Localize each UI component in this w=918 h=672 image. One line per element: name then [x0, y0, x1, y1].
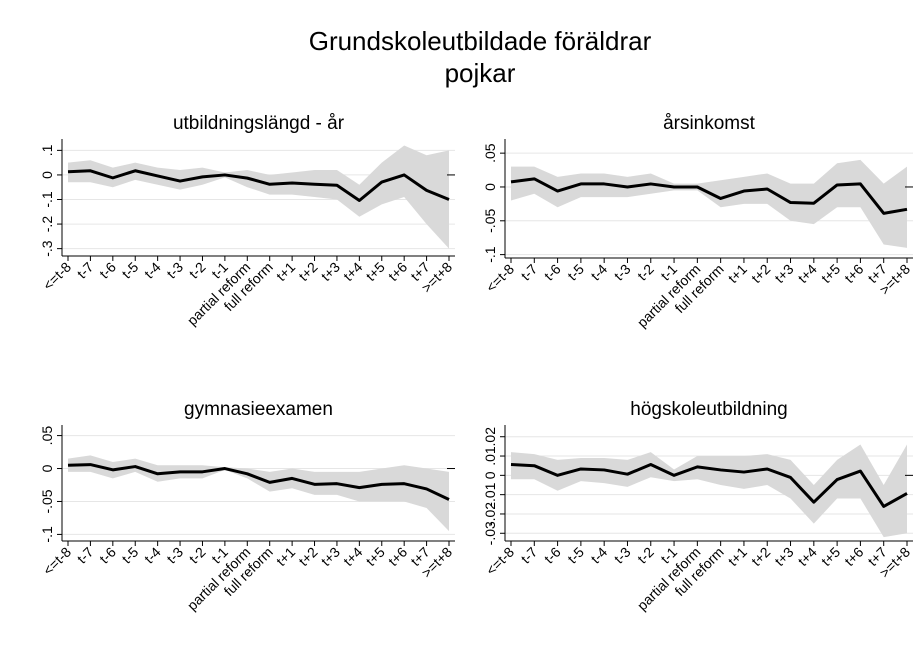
data-line	[510, 463, 908, 508]
y-tick-label: 0	[39, 171, 55, 179]
chart-title: Grundskoleutbildade föräldrar	[309, 26, 652, 56]
y-tick-label: 0	[482, 471, 498, 479]
confidence-band	[511, 444, 907, 538]
data-line	[510, 177, 908, 215]
y-tick-label: -.1	[39, 191, 55, 208]
y-tick-label: 0	[39, 464, 55, 472]
y-tick-label: .1	[39, 144, 55, 156]
y-tick-label: .02	[482, 427, 498, 447]
y-tick-label: -.01	[482, 482, 498, 506]
y-tick-label: -.2	[39, 216, 55, 233]
y-tick-label: -.05	[39, 489, 55, 513]
y-tick-label: .05	[39, 426, 55, 446]
panel-title: gymnasieexamen	[184, 399, 333, 420]
confidence-band	[511, 159, 907, 248]
data-line	[67, 169, 450, 202]
y-tick-label: -.03	[482, 521, 498, 545]
y-tick-label: .05	[482, 143, 498, 163]
confidence-band	[68, 145, 449, 249]
panel-title: utbildningslängd - år	[173, 113, 345, 134]
data-line	[67, 463, 450, 501]
y-tick-label: .01	[482, 446, 498, 466]
y-tick-label: 0	[482, 183, 498, 191]
y-tick-label: -.1	[482, 246, 498, 263]
y-tick-label: -.3	[39, 240, 55, 257]
y-tick-label: -.02	[482, 502, 498, 526]
panel-title: årsinkomst	[663, 113, 756, 134]
y-tick-label: -.05	[482, 209, 498, 233]
y-tick-label: -.1	[39, 526, 55, 543]
panel-title: högskoleutbildning	[630, 399, 787, 420]
chart-subtitle: pojkar	[445, 58, 516, 88]
